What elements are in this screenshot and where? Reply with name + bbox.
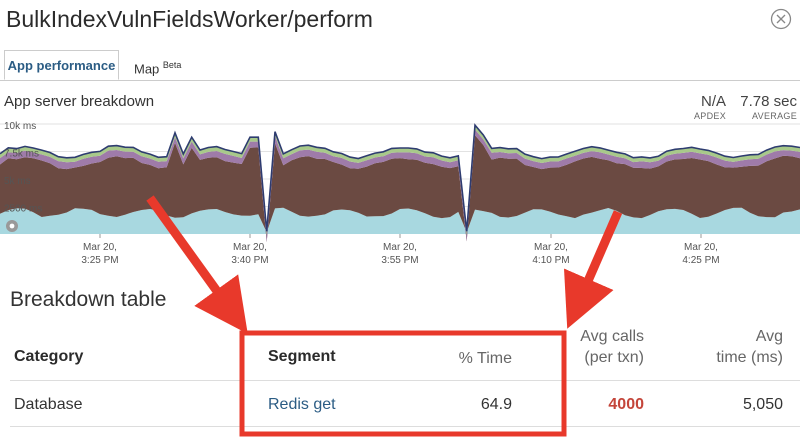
chart-area-main bbox=[0, 135, 800, 243]
col-avg-calls[interactable]: Avg calls (per txn) bbox=[560, 326, 644, 368]
segment-link-redis-get[interactable]: Redis get bbox=[268, 396, 336, 413]
tab-app-performance[interactable]: App performance bbox=[4, 50, 119, 80]
chart-outline bbox=[0, 123, 800, 232]
chart-area-green bbox=[0, 125, 800, 236]
chart-xtick-label: 4:25 PM bbox=[682, 255, 719, 266]
chart-ytick-label: 5k ms bbox=[4, 176, 31, 187]
average-value: 7.78 sec bbox=[740, 93, 797, 110]
col-avg-time[interactable]: Avg time (ms) bbox=[690, 326, 783, 368]
chart-ytick-label: 7.5k ms bbox=[4, 149, 39, 160]
chart-xtick-label: 3:40 PM bbox=[231, 255, 268, 266]
col-avg-calls-line1: Avg calls bbox=[580, 328, 644, 345]
close-icon[interactable] bbox=[770, 8, 792, 30]
col-category[interactable]: Category bbox=[14, 348, 84, 365]
breakdown-table-title: Breakdown table bbox=[10, 288, 167, 311]
col-pct-time[interactable]: % Time bbox=[458, 350, 512, 367]
chart-area-purple bbox=[0, 129, 800, 243]
chart-xtick-label: Mar 20, bbox=[233, 242, 267, 253]
apdex-label: APDEX bbox=[693, 111, 726, 121]
table-divider bbox=[10, 426, 800, 427]
cell-pct-time: 64.9 bbox=[480, 396, 512, 413]
beta-badge: Beta bbox=[162, 60, 182, 70]
chart-title: App server breakdown bbox=[4, 93, 155, 110]
chart-xtick-label: Mar 20, bbox=[83, 242, 117, 253]
average-metric: 7.78 sec AVERAGE bbox=[730, 93, 797, 121]
col-avg-time-line1: Avg bbox=[755, 328, 783, 345]
chart-xtick-label: 4:10 PM bbox=[532, 255, 569, 266]
chart-xtick-label: Mar 20, bbox=[383, 242, 417, 253]
app-server-breakdown-chart[interactable]: 10k ms 7.5k ms 5k ms 2500 ms Mar 20, 3:25 PM… bbox=[0, 118, 800, 268]
cell-category: Database bbox=[14, 396, 83, 413]
chart-ytick-label: 10k ms bbox=[4, 121, 36, 132]
tab-map-label: Map bbox=[134, 61, 160, 77]
chart-legend-toggle-icon-inner bbox=[9, 223, 15, 229]
chart-xtick-label: Mar 20, bbox=[684, 242, 718, 253]
table-divider bbox=[10, 380, 800, 381]
tab-bar: App performance Map Beta bbox=[0, 50, 800, 81]
chart-xtick-label: 3:25 PM bbox=[81, 255, 118, 266]
window-title: BulkIndexVulnFieldsWorker/perform bbox=[6, 6, 373, 32]
tab-map[interactable]: Map Beta bbox=[134, 50, 181, 80]
chart-xtick-label: 3:55 PM bbox=[381, 255, 418, 266]
chart-ytick-label: 2500 ms bbox=[4, 204, 42, 215]
cell-avg-time: 5,050 bbox=[742, 396, 783, 413]
cell-avg-calls: 4000 bbox=[608, 396, 644, 413]
col-avg-calls-line2: (per txn) bbox=[584, 349, 644, 366]
average-label: AVERAGE bbox=[752, 111, 797, 121]
apdex-value: N/A bbox=[700, 93, 726, 110]
col-segment[interactable]: Segment bbox=[268, 348, 336, 365]
chart-xtick-label: Mar 20, bbox=[534, 242, 568, 253]
col-avg-time-line2: time (ms) bbox=[716, 349, 783, 366]
apdex-metric: N/A APDEX bbox=[670, 93, 726, 121]
